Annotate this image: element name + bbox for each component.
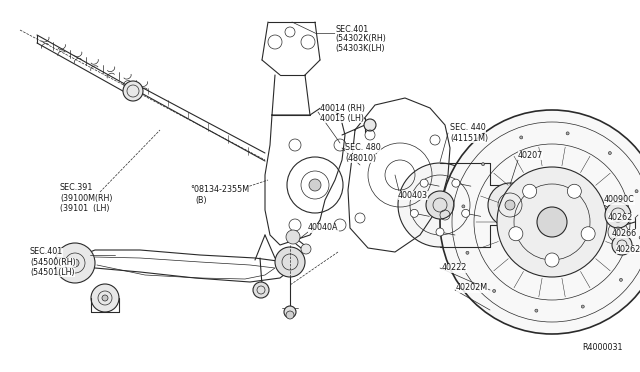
Circle shape [71,259,79,267]
Circle shape [286,311,294,319]
Text: SEC. 440: SEC. 440 [450,124,486,132]
Circle shape [364,119,376,131]
Text: °08134-2355M: °08134-2355M [190,186,249,195]
Text: (54302K(RH): (54302K(RH) [335,35,386,44]
Text: (39101  (LH): (39101 (LH) [60,203,109,212]
Text: SEC. 480: SEC. 480 [345,144,381,153]
Circle shape [545,253,559,267]
Text: (54500(RH): (54500(RH) [30,257,76,266]
Circle shape [481,163,484,166]
Text: (54303K(LH): (54303K(LH) [335,44,385,52]
Text: 40015 (LH): 40015 (LH) [320,113,364,122]
Circle shape [620,278,623,281]
Text: (48010): (48010) [345,154,376,163]
Circle shape [497,167,607,277]
Circle shape [488,183,532,227]
Circle shape [123,81,143,101]
Text: (54501(LH): (54501(LH) [30,267,75,276]
Circle shape [566,132,569,135]
Circle shape [420,179,428,187]
Circle shape [537,207,567,237]
Text: 40222: 40222 [442,263,467,273]
Circle shape [284,306,296,318]
Circle shape [462,205,465,208]
Text: (39100M(RH): (39100M(RH) [60,193,113,202]
Text: (B): (B) [195,196,207,205]
Circle shape [605,202,631,228]
Circle shape [410,209,419,217]
Circle shape [452,179,460,187]
Text: SEC.391: SEC.391 [60,183,93,192]
Circle shape [639,236,640,239]
Circle shape [609,151,611,154]
Circle shape [440,110,640,334]
Circle shape [102,295,108,301]
Circle shape [608,222,628,242]
Text: 40207: 40207 [518,151,543,160]
Circle shape [91,284,119,312]
Text: 40014 (RH): 40014 (RH) [320,103,365,112]
Text: 400403: 400403 [398,190,428,199]
Text: SEC.401: SEC.401 [335,26,368,35]
Text: 40266: 40266 [612,228,637,237]
Circle shape [635,190,638,193]
Circle shape [398,163,482,247]
Text: 40040A: 40040A [308,224,339,232]
Circle shape [520,136,523,139]
Circle shape [309,179,321,191]
Circle shape [505,200,515,210]
Text: (41151M): (41151M) [450,134,488,142]
Circle shape [461,209,470,217]
Circle shape [581,305,584,308]
Text: 40262A: 40262A [616,244,640,253]
Circle shape [275,247,305,277]
Circle shape [567,184,581,198]
Circle shape [493,289,495,292]
Text: SEC.401: SEC.401 [30,247,63,257]
Circle shape [535,309,538,312]
Circle shape [55,243,95,283]
Circle shape [581,227,595,241]
Circle shape [612,235,632,255]
Circle shape [466,251,469,254]
Circle shape [436,228,444,236]
Text: R4000031: R4000031 [582,343,623,353]
Text: 40262: 40262 [608,212,633,221]
Circle shape [426,191,454,219]
Circle shape [509,227,523,241]
Circle shape [523,184,537,198]
Text: 40090C: 40090C [604,196,635,205]
Circle shape [286,230,300,244]
Circle shape [301,244,311,254]
Text: 40202M: 40202M [456,283,488,292]
Circle shape [253,282,269,298]
